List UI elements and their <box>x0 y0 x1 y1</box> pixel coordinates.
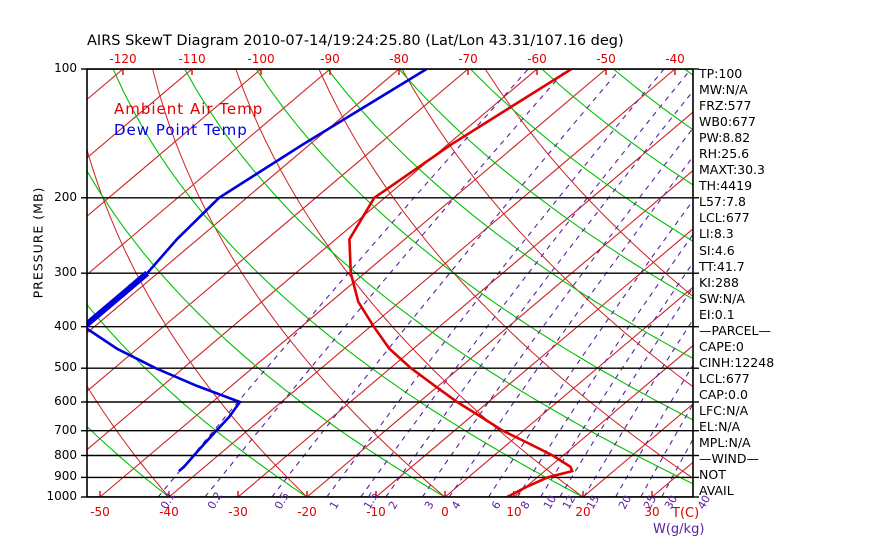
bottom-temp-tick: -50 <box>90 505 110 519</box>
bottom-temp-tick: -10 <box>366 505 386 519</box>
panel-item: SW:N/A <box>699 290 745 306</box>
legend-ambient-air-temp: Ambient Air Temp <box>114 100 264 118</box>
panel-item: AVAIL <box>699 483 734 499</box>
panel-item: CAPE:0 <box>699 338 744 354</box>
pressure-tick: 700 <box>54 422 77 437</box>
pressure-tick: 100 <box>54 61 77 75</box>
panel-item: MW:N/A <box>699 82 748 98</box>
axis-tick-marks <box>81 68 699 498</box>
top-temp-tick: -50 <box>596 52 616 66</box>
bottom-temp-tick: 20 <box>575 505 591 519</box>
panel-item: TP:100 <box>699 66 743 81</box>
bottom-temp-tick: 0 <box>441 505 449 519</box>
pressure-tick: 500 <box>54 360 77 375</box>
panel-item: KI:288 <box>699 274 739 290</box>
pressure-tick: 800 <box>54 447 77 462</box>
sounding-index-panel: TP:100 MW:N/A FRZ:577 WB0:677 PW:8.82 RH:25.6… <box>699 66 864 499</box>
panel-item: —WIND— <box>699 451 760 467</box>
panel-item: PW:8.82 <box>699 130 751 146</box>
top-temp-tick: -80 <box>389 52 409 66</box>
panel-item: —PARCEL— <box>699 322 771 338</box>
panel-item: RH:25.6 <box>699 146 750 162</box>
top-temp-tick: -70 <box>458 52 478 66</box>
panel-item: SI:4.6 <box>699 242 735 258</box>
top-temp-tick: -120 <box>109 52 137 66</box>
top-temp-tick: -110 <box>178 52 206 66</box>
bottom-temp-tick: 10 <box>506 505 522 519</box>
panel-item: EI:0.1 <box>699 306 735 322</box>
top-temp-tick: -100 <box>247 52 275 66</box>
temperature-axis-title: T(C) <box>672 506 700 521</box>
isobar-lines <box>87 69 693 497</box>
plot-border <box>86 68 694 498</box>
pressure-tick: 300 <box>54 265 77 280</box>
bottom-temp-tick: -40 <box>159 505 179 519</box>
mixing-ratio-axis-title: W(g/kg) <box>653 522 705 537</box>
bottom-temp-tick: -30 <box>228 505 248 519</box>
panel-item: LCL:677 <box>699 370 750 386</box>
panel-item: LCL:677 <box>699 210 750 226</box>
top-temp-tick: -40 <box>665 52 685 66</box>
panel-item: CAP:0.0 <box>699 386 748 402</box>
panel-item: LI:8.3 <box>699 226 734 242</box>
panel-item: TT:41.7 <box>699 258 745 274</box>
pressure-tick: 200 <box>54 189 77 204</box>
panel-item: FRZ:577 <box>699 98 752 114</box>
sounding-curves <box>87 69 574 497</box>
panel-item: MPL:N/A <box>699 435 751 451</box>
bottom-temp-tick: -20 <box>297 505 317 519</box>
panel-item: LFC:N/A <box>699 402 749 418</box>
mixing-ratio-lines <box>157 69 693 497</box>
page-title: AIRS SkewT Diagram 2010-07-14/19:24:25.8… <box>87 33 624 49</box>
pressure-tick: 600 <box>54 394 77 409</box>
top-temp-tick: -90 <box>320 52 340 66</box>
panel-item: WB0:677 <box>699 114 756 130</box>
bottom-temp-tick: 30 <box>644 505 660 519</box>
pressure-tick: 400 <box>54 318 77 333</box>
panel-item: CINH:12248 <box>699 354 775 370</box>
panel-item: EL:N/A <box>699 419 741 435</box>
panel-item: MAXT:30.3 <box>699 162 765 178</box>
pressure-tick: 900 <box>54 469 77 484</box>
panel-item: L57:7.8 <box>699 194 746 210</box>
top-temp-tick: -60 <box>527 52 547 66</box>
legend-dew-point-temp: Dew Point Temp <box>114 121 248 139</box>
panel-item: NOT <box>699 467 726 483</box>
pressure-tick: 1000 <box>46 489 77 503</box>
panel-item: TH:4419 <box>699 178 753 194</box>
dry-adiabat-lines <box>87 69 693 497</box>
